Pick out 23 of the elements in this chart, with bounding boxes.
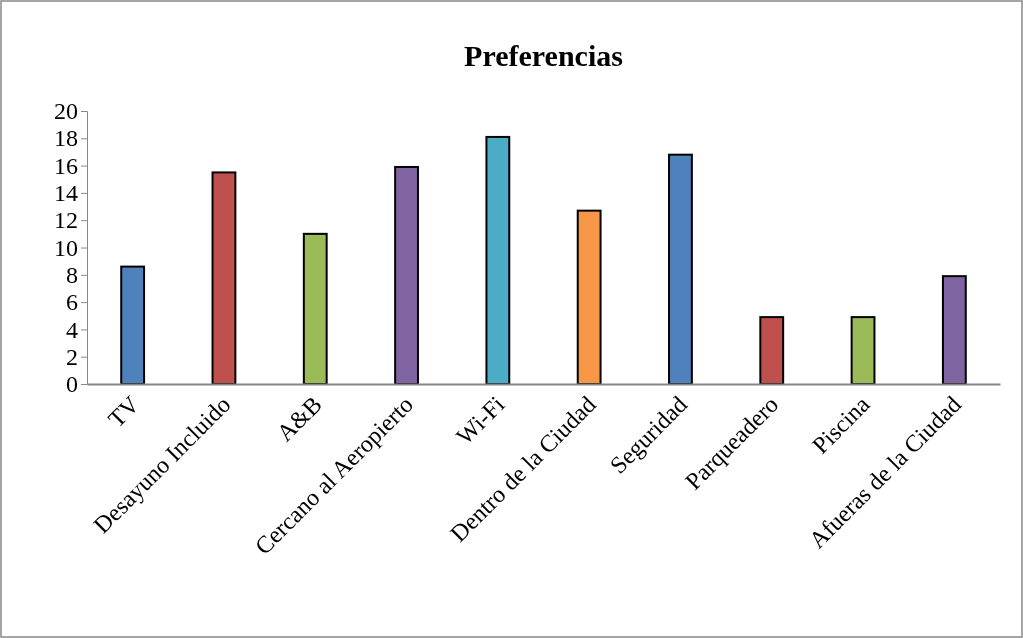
y-tick-label: 12 bbox=[54, 207, 78, 234]
x-tick-label: TV bbox=[103, 390, 145, 433]
y-tick-label: 14 bbox=[54, 180, 78, 207]
bar bbox=[302, 232, 328, 385]
bar bbox=[759, 316, 785, 385]
y-tick-label: 2 bbox=[66, 343, 78, 370]
bar bbox=[668, 153, 693, 385]
y-tick-label: 6 bbox=[66, 289, 78, 316]
chart-title: Preferencias bbox=[464, 39, 623, 72]
y-tick-label: 18 bbox=[54, 125, 78, 152]
bar bbox=[941, 275, 967, 385]
bar bbox=[576, 209, 602, 385]
y-tick-label: 16 bbox=[54, 152, 78, 179]
y-tick-label: 20 bbox=[54, 98, 78, 125]
y-tick-label: 4 bbox=[66, 316, 78, 343]
bar bbox=[485, 135, 511, 385]
bar bbox=[211, 171, 237, 385]
y-tick-label: 10 bbox=[54, 234, 78, 261]
bar bbox=[120, 265, 146, 385]
bar bbox=[394, 165, 419, 385]
bar bbox=[850, 316, 876, 385]
y-tick-label: 0 bbox=[66, 371, 78, 398]
y-tick-label: 8 bbox=[66, 261, 78, 288]
